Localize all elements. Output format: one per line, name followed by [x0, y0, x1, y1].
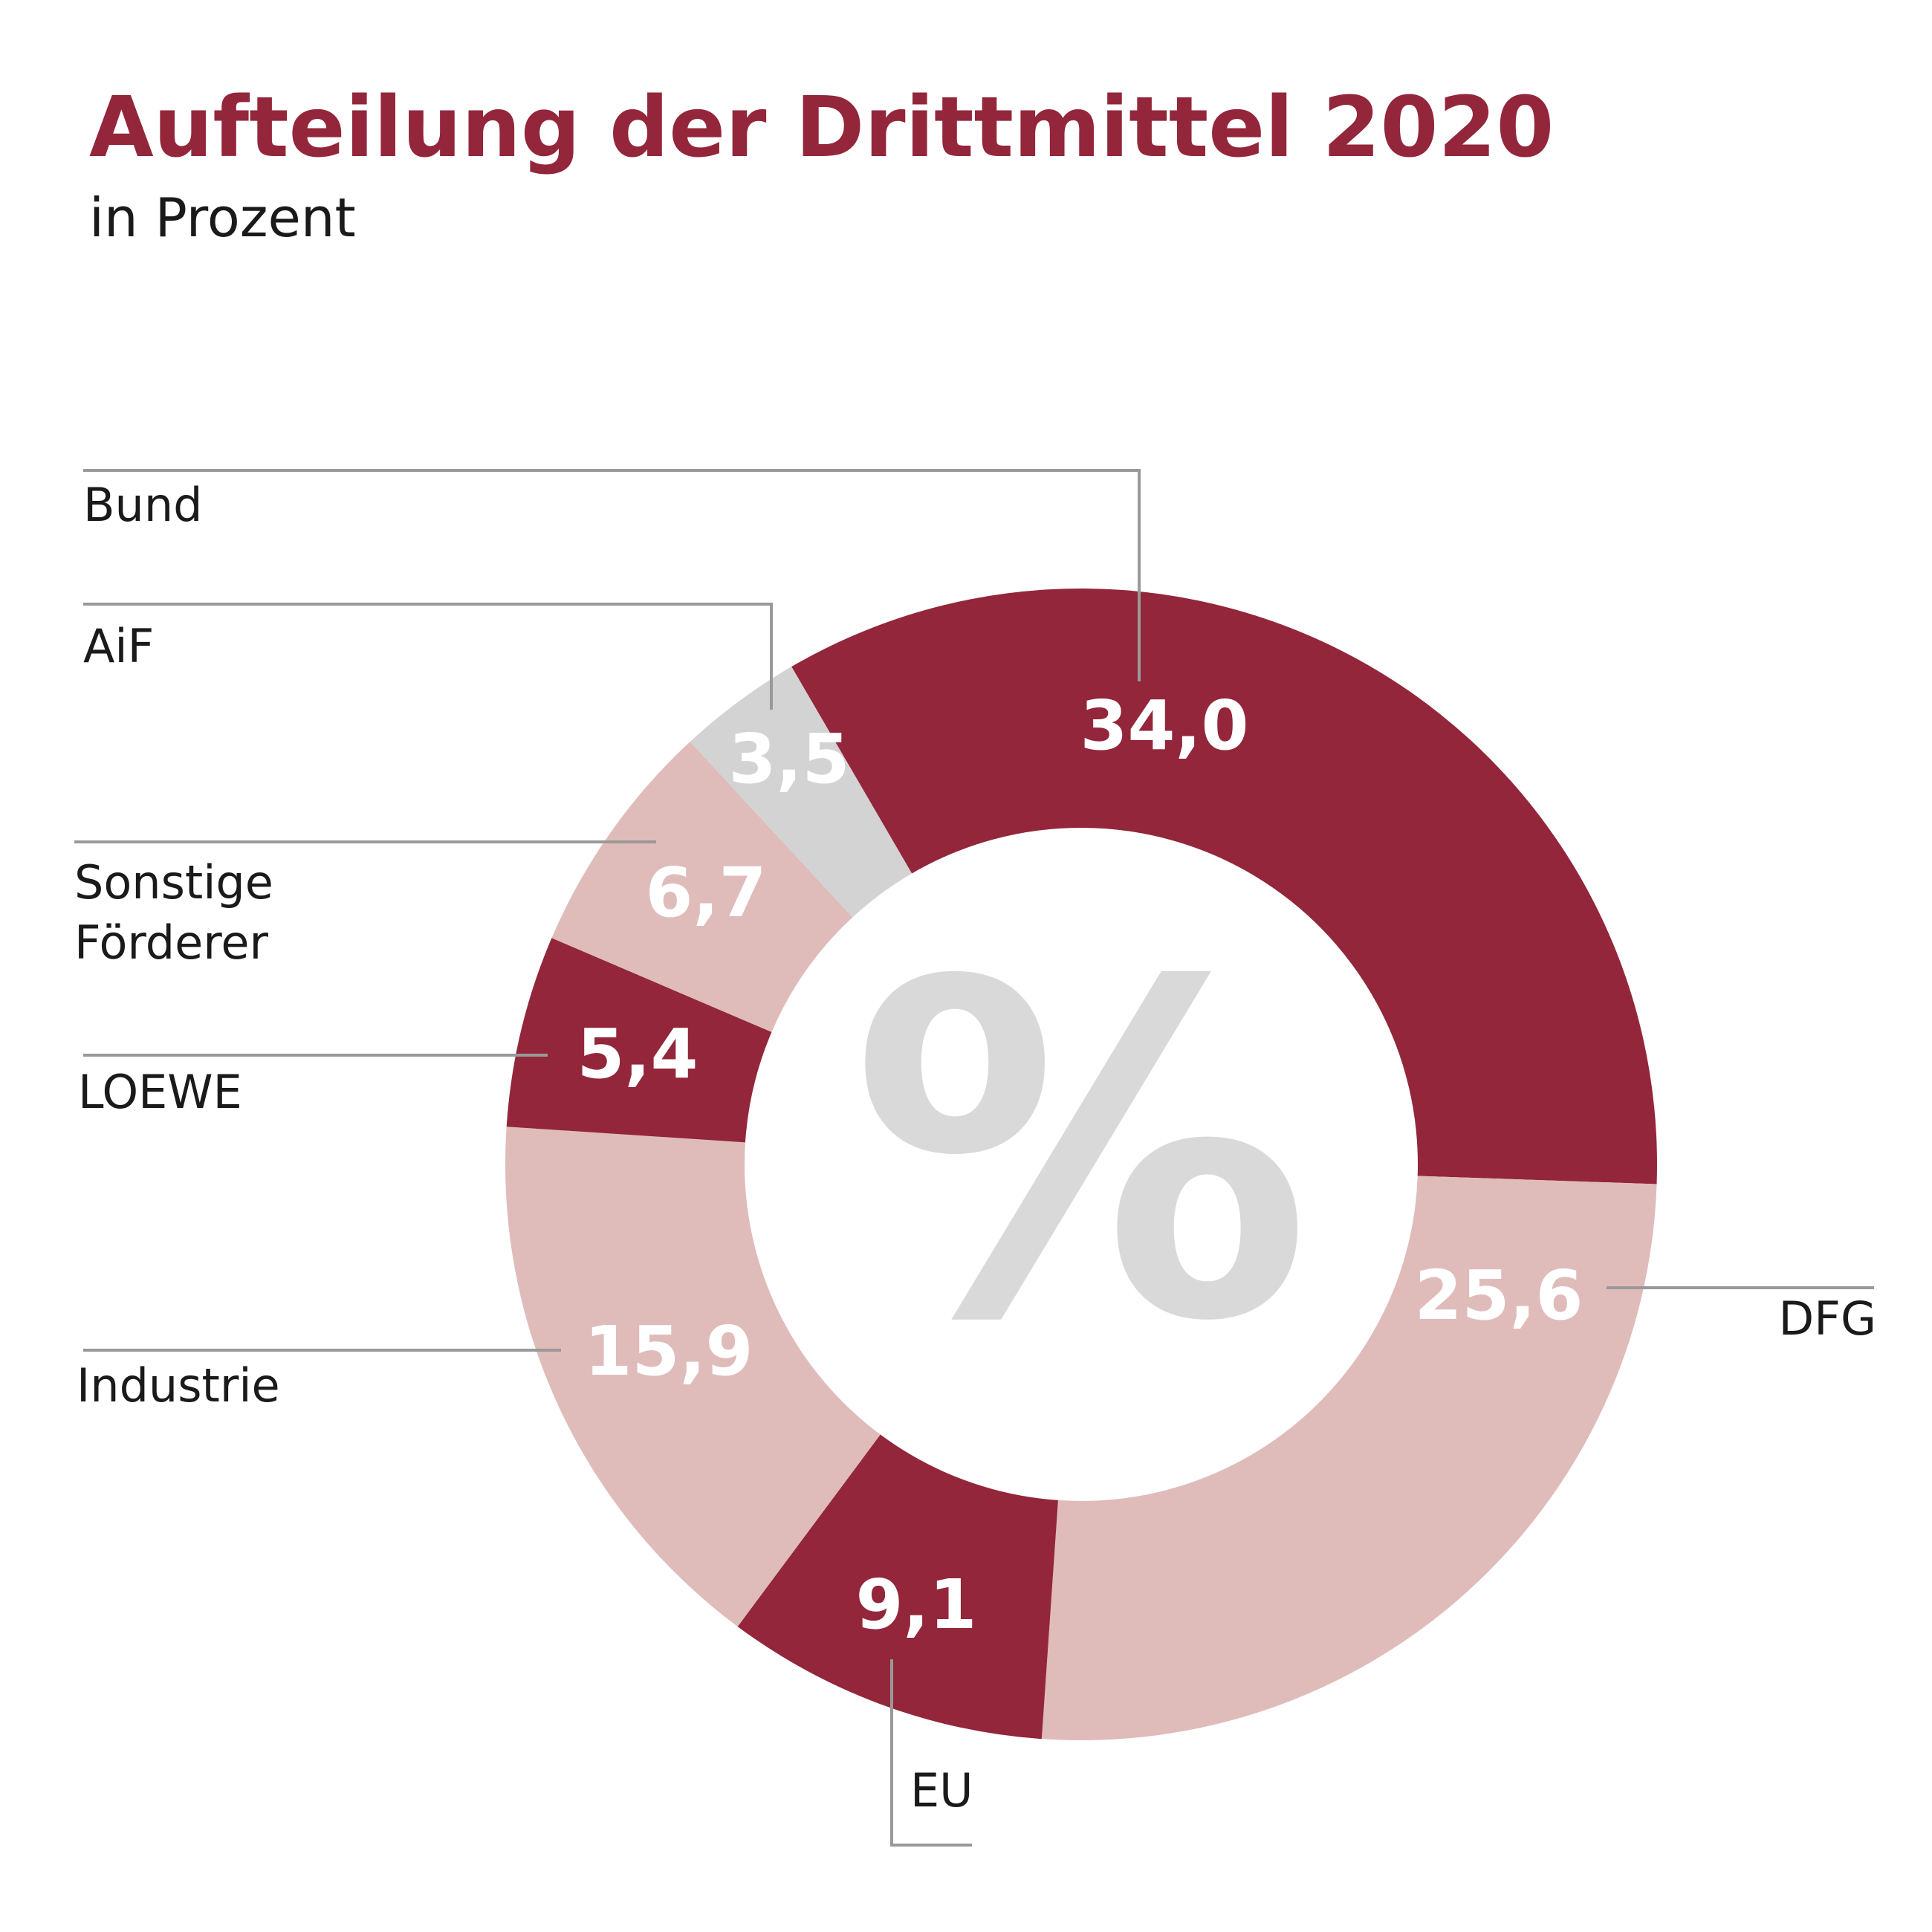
donut-segment: [551, 742, 853, 1032]
category-label: Sonstige Förderer: [74, 855, 273, 970]
value-label: 15,9: [585, 1312, 753, 1391]
category-label: AiF: [83, 619, 155, 673]
chart-subtitle: in Prozent: [89, 187, 356, 249]
leader-lines: [74, 469, 1874, 1847]
value-label: 9,1: [856, 1565, 977, 1644]
value-label: 34,0: [1080, 686, 1249, 765]
leader-line: [83, 603, 773, 710]
chart-title: Aufteilung der Drittmittel 2020: [89, 80, 1554, 176]
value-label: 5,4: [577, 1014, 698, 1094]
category-label: DFG: [1778, 1291, 1876, 1346]
center-label: %: [850, 886, 1312, 1422]
category-label: EU: [910, 1763, 973, 1818]
donut-segment: [737, 1434, 1058, 1740]
value-label: 3,5: [729, 719, 850, 799]
category-label: Bund: [83, 478, 203, 532]
donut-segment: [505, 1127, 881, 1627]
donut-segment: [506, 938, 772, 1143]
leader-line: [890, 1659, 972, 1847]
leader-line: [83, 469, 1141, 681]
donut-segment: [1041, 1176, 1657, 1741]
category-label: LOEWE: [78, 1065, 242, 1119]
donut-segment: [791, 588, 1657, 1184]
category-label: Industrie: [77, 1358, 280, 1413]
value-label: 25,6: [1415, 1256, 1583, 1335]
value-label: 6,7: [646, 853, 767, 933]
donut-segment: [690, 667, 912, 918]
